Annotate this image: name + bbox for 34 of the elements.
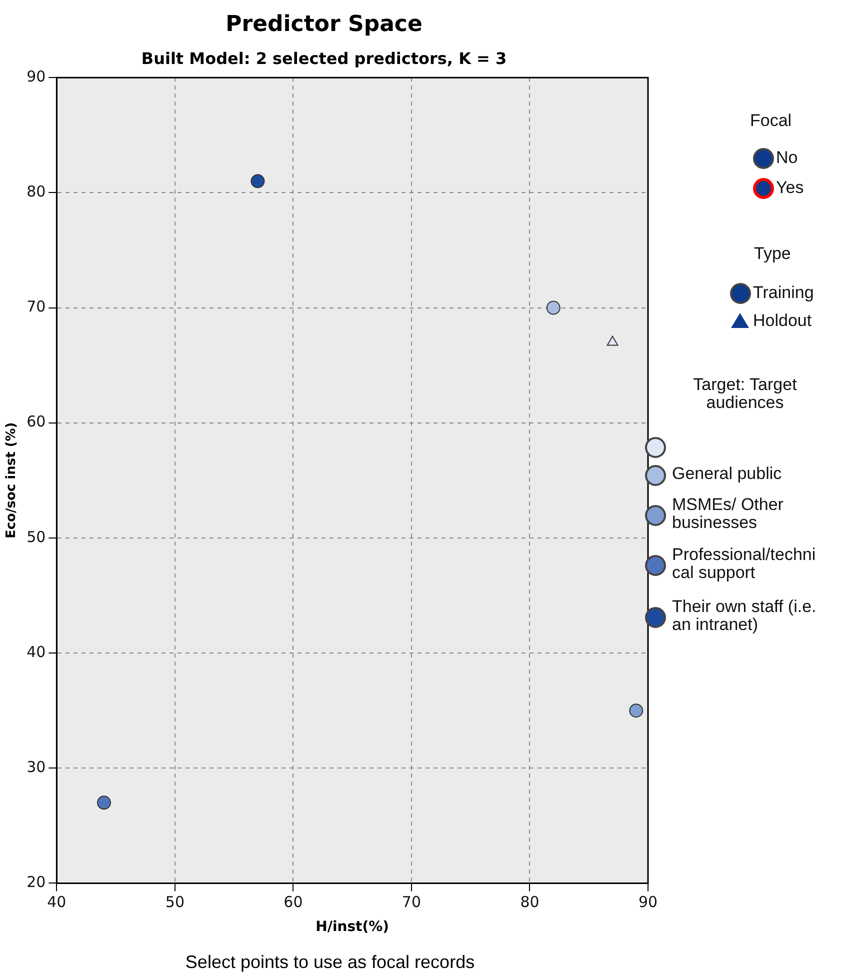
x-tick-label: 50 [165,893,184,912]
legend-label: General public [672,464,783,483]
y-tick-label: 60 [26,412,46,431]
x-tick-label: 80 [520,893,540,912]
x-tick-label: 70 [402,893,422,912]
y-tick-label: 90 [26,67,46,86]
y-tick-label: 40 [26,642,46,661]
text: Type [754,244,791,263]
chart-subtitle: Built Model: 2 selected predictors, K = 3 [141,49,507,68]
point [96,796,111,810]
y-tick-label: 70 [26,298,46,316]
text: No [776,148,798,167]
y-tick-label: 30 [26,758,46,776]
x-tick-label: 60 [284,893,303,912]
legend-label: Their own staff (i.e. an intranet) [672,597,818,634]
x-axis-title: H/inst(%) [316,919,390,936]
legend-label: Professional/technical support [672,545,817,582]
x-tick-label: 40 [47,893,66,912]
y-tick-label: 20 [26,873,46,892]
legend-title: Target: Target audiences [692,375,798,412]
y-tick-label: 80 [26,182,46,201]
y-tick-label: 50 [26,528,46,546]
legend-label: MSMEs/ Other businesses [672,495,784,532]
y-axis-title: Eco/soc inst (%) [4,422,20,539]
text: Select points to use as focal records [184,952,476,973]
text: Focal [750,111,792,130]
chart-title: Predictor Space [226,12,422,37]
point [629,704,644,718]
text: Training [753,283,814,302]
text: Holdout [753,311,812,330]
text: Yes [776,178,804,197]
point [546,300,560,315]
x-tick-label: 90 [638,893,658,912]
point [250,174,265,188]
